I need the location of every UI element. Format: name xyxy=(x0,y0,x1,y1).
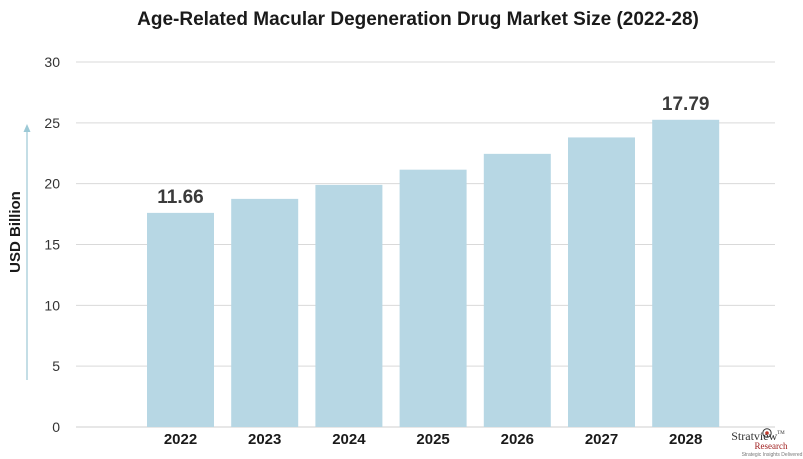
x-axis-categories: 2022 2023 2024 2025 2026 2027 2028 xyxy=(164,431,703,448)
bars xyxy=(147,119,720,428)
data-label-2028: 17.79 xyxy=(662,94,710,115)
bar-2022 xyxy=(147,212,214,427)
bar-2026 xyxy=(483,153,551,427)
y-tick-label: 15 xyxy=(44,237,60,253)
x-tick-label: 2023 xyxy=(248,431,281,448)
logo-name: StratviewTM xyxy=(731,429,785,443)
y-tick-label: 30 xyxy=(44,54,60,70)
logo-target-center xyxy=(765,431,769,435)
bar-2024 xyxy=(315,184,383,427)
y-axis-arrow-head xyxy=(23,124,31,132)
logo-sub: Research xyxy=(755,441,788,451)
bar-2027 xyxy=(568,137,635,427)
x-tick-label: 2027 xyxy=(585,431,618,448)
y-tick-label: 25 xyxy=(44,115,60,131)
y-tick-label: 5 xyxy=(52,358,60,374)
data-labels: 11.66 17.79 xyxy=(157,94,709,208)
y-axis-label: USD Billion xyxy=(7,191,24,273)
y-tick-label: 0 xyxy=(52,419,60,435)
bar-2028 xyxy=(652,119,720,428)
x-tick-label: 2024 xyxy=(332,431,366,448)
logo-target-icon xyxy=(762,428,772,438)
x-tick-label: 2022 xyxy=(164,431,197,448)
y-axis-ticks: 0 5 10 15 20 25 30 xyxy=(44,54,60,435)
y-tick-label: 10 xyxy=(44,297,60,313)
x-tick-label: 2028 xyxy=(669,431,702,448)
x-tick-label: 2026 xyxy=(501,431,534,448)
bar-2025 xyxy=(399,169,467,428)
stratview-logo: StratviewTM Research Strategic Insights … xyxy=(731,428,803,458)
y-tick-label: 20 xyxy=(44,176,60,192)
data-label-2022: 11.66 xyxy=(157,187,204,208)
bar-2023 xyxy=(231,198,299,427)
x-tick-label: 2025 xyxy=(416,431,449,448)
chart-title: Age-Related Macular Degeneration Drug Ma… xyxy=(137,9,699,30)
logo-tagline: Strategic Insights Delivered xyxy=(742,452,803,458)
